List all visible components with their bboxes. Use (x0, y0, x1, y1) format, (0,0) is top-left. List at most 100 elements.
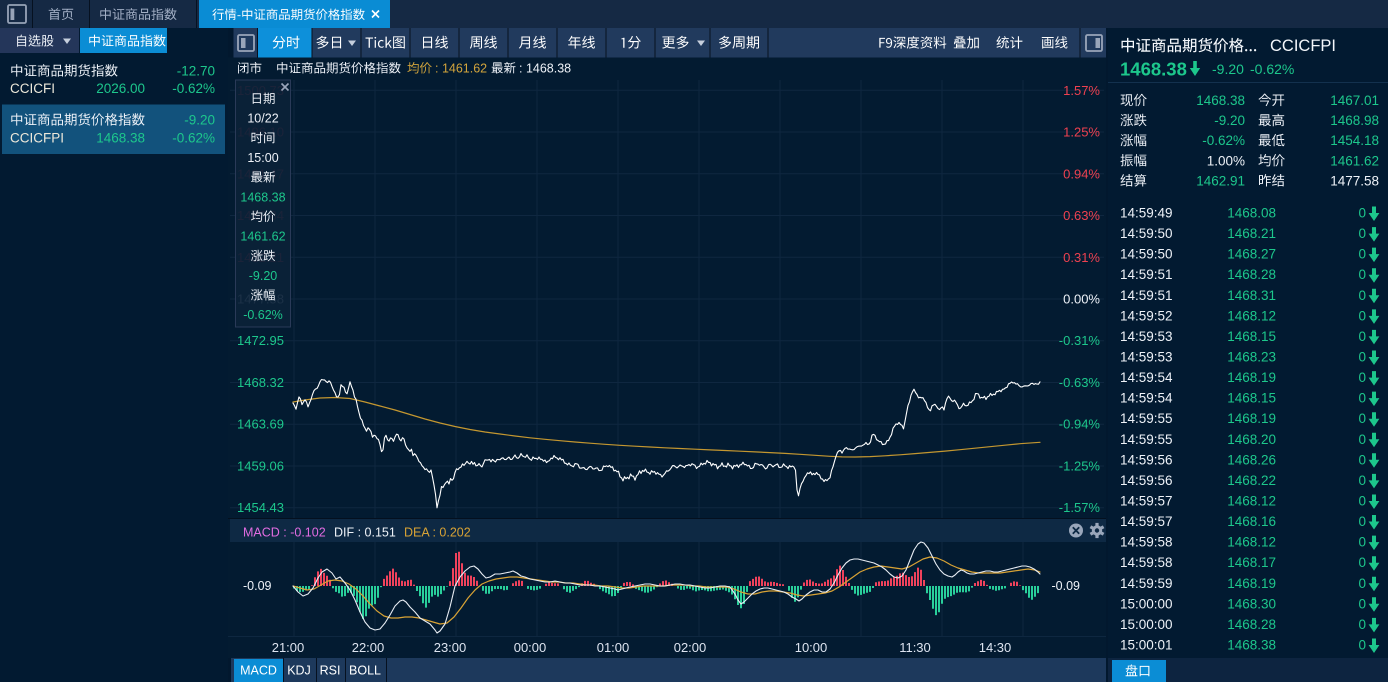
svg-text:0.94%: 0.94% (1063, 166, 1100, 181)
svg-text:1461.62: 1461.62 (1330, 153, 1379, 168)
svg-text:-12.70: -12.70 (177, 64, 215, 79)
svg-text:14:30: 14:30 (979, 640, 1012, 655)
svg-text:CCICFPI: CCICFPI (10, 131, 64, 146)
svg-text:11:30: 11:30 (899, 640, 931, 655)
svg-text:0: 0 (1358, 247, 1366, 262)
svg-text:0: 0 (1358, 493, 1366, 508)
svg-text:1468.38: 1468.38 (96, 131, 145, 146)
svg-text:14:59:51: 14:59:51 (1120, 267, 1173, 282)
svg-text:14:59:50: 14:59:50 (1120, 247, 1173, 262)
svg-text:0: 0 (1358, 432, 1366, 447)
svg-text:KDJ: KDJ (287, 664, 311, 678)
svg-text:-9.20: -9.20 (1214, 113, 1245, 128)
svg-text:14:59:52: 14:59:52 (1120, 308, 1173, 323)
svg-text:0: 0 (1358, 411, 1366, 426)
svg-text:1.25%: 1.25% (1063, 125, 1100, 140)
svg-text:1468.98: 1468.98 (1330, 113, 1379, 128)
svg-text:DEA : 0.202: DEA : 0.202 (404, 526, 471, 540)
svg-text:1468.12: 1468.12 (1227, 308, 1276, 323)
svg-text:1468.15: 1468.15 (1227, 391, 1276, 406)
svg-text:1468.28: 1468.28 (1227, 617, 1276, 632)
svg-text:0.00%: 0.00% (1063, 292, 1100, 307)
svg-text:0: 0 (1358, 288, 1366, 303)
svg-text:14:59:49: 14:59:49 (1120, 206, 1173, 221)
svg-text:14:59:56: 14:59:56 (1120, 473, 1173, 488)
svg-text:0: 0 (1358, 473, 1366, 488)
svg-text:1468.19: 1468.19 (1227, 576, 1276, 591)
svg-text:00:00: 00:00 (514, 640, 547, 655)
svg-text:-0.09: -0.09 (1052, 579, 1081, 593)
svg-text:1468.38: 1468.38 (1120, 59, 1187, 80)
svg-text:CCICFI: CCICFI (10, 81, 55, 96)
svg-text:-9.20: -9.20 (249, 269, 278, 283)
svg-text:0.63%: 0.63% (1063, 208, 1100, 223)
svg-text:0: 0 (1358, 370, 1366, 385)
svg-text:1468.38: 1468.38 (240, 190, 285, 204)
svg-text:14:59:57: 14:59:57 (1120, 493, 1173, 508)
svg-text:-1.57%: -1.57% (1059, 500, 1101, 515)
svg-text:-9.20: -9.20 (1212, 61, 1244, 77)
svg-text:CCICFPI: CCICFPI (1270, 37, 1336, 55)
svg-text:BOLL: BOLL (349, 664, 381, 678)
svg-text:14:59:55: 14:59:55 (1120, 432, 1173, 447)
svg-text:2026.00: 2026.00 (96, 81, 145, 96)
svg-text:: 1468.38: : 1468.38 (519, 62, 571, 76)
svg-text:0: 0 (1358, 637, 1366, 652)
svg-text:14:59:58: 14:59:58 (1120, 535, 1173, 550)
svg-text:1468.30: 1468.30 (1227, 596, 1276, 611)
svg-text:1467.01: 1467.01 (1330, 93, 1379, 108)
svg-text:1454.18: 1454.18 (1330, 133, 1379, 148)
svg-text:1468.12: 1468.12 (1227, 535, 1276, 550)
svg-text:MACD: MACD (240, 664, 277, 678)
svg-text:14:59:53: 14:59:53 (1120, 329, 1173, 344)
svg-text:0: 0 (1358, 555, 1366, 570)
svg-text:1468.20: 1468.20 (1227, 432, 1276, 447)
svg-text:15:00:01: 15:00:01 (1120, 637, 1173, 652)
svg-text:10/22: 10/22 (247, 112, 278, 126)
svg-text:0: 0 (1358, 596, 1366, 611)
svg-text:-0.62%: -0.62% (172, 81, 215, 96)
svg-text:1468.38: 1468.38 (1227, 637, 1276, 652)
svg-text:-9.20: -9.20 (184, 113, 215, 128)
svg-text:-0.09: -0.09 (243, 579, 272, 593)
svg-text:1468.15: 1468.15 (1227, 329, 1276, 344)
svg-text:10:00: 10:00 (795, 640, 828, 655)
svg-text:23:00: 23:00 (434, 640, 467, 655)
svg-text:22:00: 22:00 (352, 640, 385, 655)
svg-text:0: 0 (1358, 576, 1366, 591)
svg-text:0: 0 (1358, 349, 1366, 364)
svg-text:0: 0 (1358, 452, 1366, 467)
svg-text:RSI: RSI (320, 664, 341, 678)
svg-text:14:59:54: 14:59:54 (1120, 391, 1173, 406)
svg-text:01:00: 01:00 (597, 640, 630, 655)
svg-text:0: 0 (1358, 391, 1366, 406)
svg-text:15:00:00: 15:00:00 (1120, 617, 1173, 632)
svg-text:-1.25%: -1.25% (1059, 458, 1101, 473)
svg-text:1468.19: 1468.19 (1227, 411, 1276, 426)
svg-text:1468.21: 1468.21 (1227, 226, 1276, 241)
svg-text:1468.38: 1468.38 (1196, 93, 1245, 108)
svg-text:-0.62%: -0.62% (1250, 61, 1294, 77)
svg-text:1477.58: 1477.58 (1330, 173, 1379, 188)
svg-text:1468.27: 1468.27 (1227, 247, 1276, 262)
svg-text:14:59:59: 14:59:59 (1120, 576, 1173, 591)
svg-text:15:00: 15:00 (247, 151, 278, 165)
svg-text:02:00: 02:00 (674, 640, 707, 655)
svg-text:-0.62%: -0.62% (172, 131, 215, 146)
svg-text:0: 0 (1358, 535, 1366, 550)
svg-text:0: 0 (1358, 308, 1366, 323)
svg-text:14:59:50: 14:59:50 (1120, 226, 1173, 241)
svg-text:0: 0 (1358, 617, 1366, 632)
svg-text:-0.31%: -0.31% (1059, 333, 1101, 348)
svg-text:MACD : -0.102: MACD : -0.102 (243, 526, 326, 540)
svg-text:1468.12: 1468.12 (1227, 493, 1276, 508)
svg-text:14:59:57: 14:59:57 (1120, 514, 1173, 529)
svg-text:1468.23: 1468.23 (1227, 349, 1276, 364)
svg-text:14:59:56: 14:59:56 (1120, 452, 1173, 467)
svg-text:1468.16: 1468.16 (1227, 514, 1276, 529)
svg-text:1468.22: 1468.22 (1227, 473, 1276, 488)
svg-text:15:00:00: 15:00:00 (1120, 596, 1173, 611)
svg-text:14:59:53: 14:59:53 (1120, 349, 1173, 364)
svg-text:1468.28: 1468.28 (1227, 267, 1276, 282)
svg-text:0.31%: 0.31% (1063, 250, 1100, 265)
